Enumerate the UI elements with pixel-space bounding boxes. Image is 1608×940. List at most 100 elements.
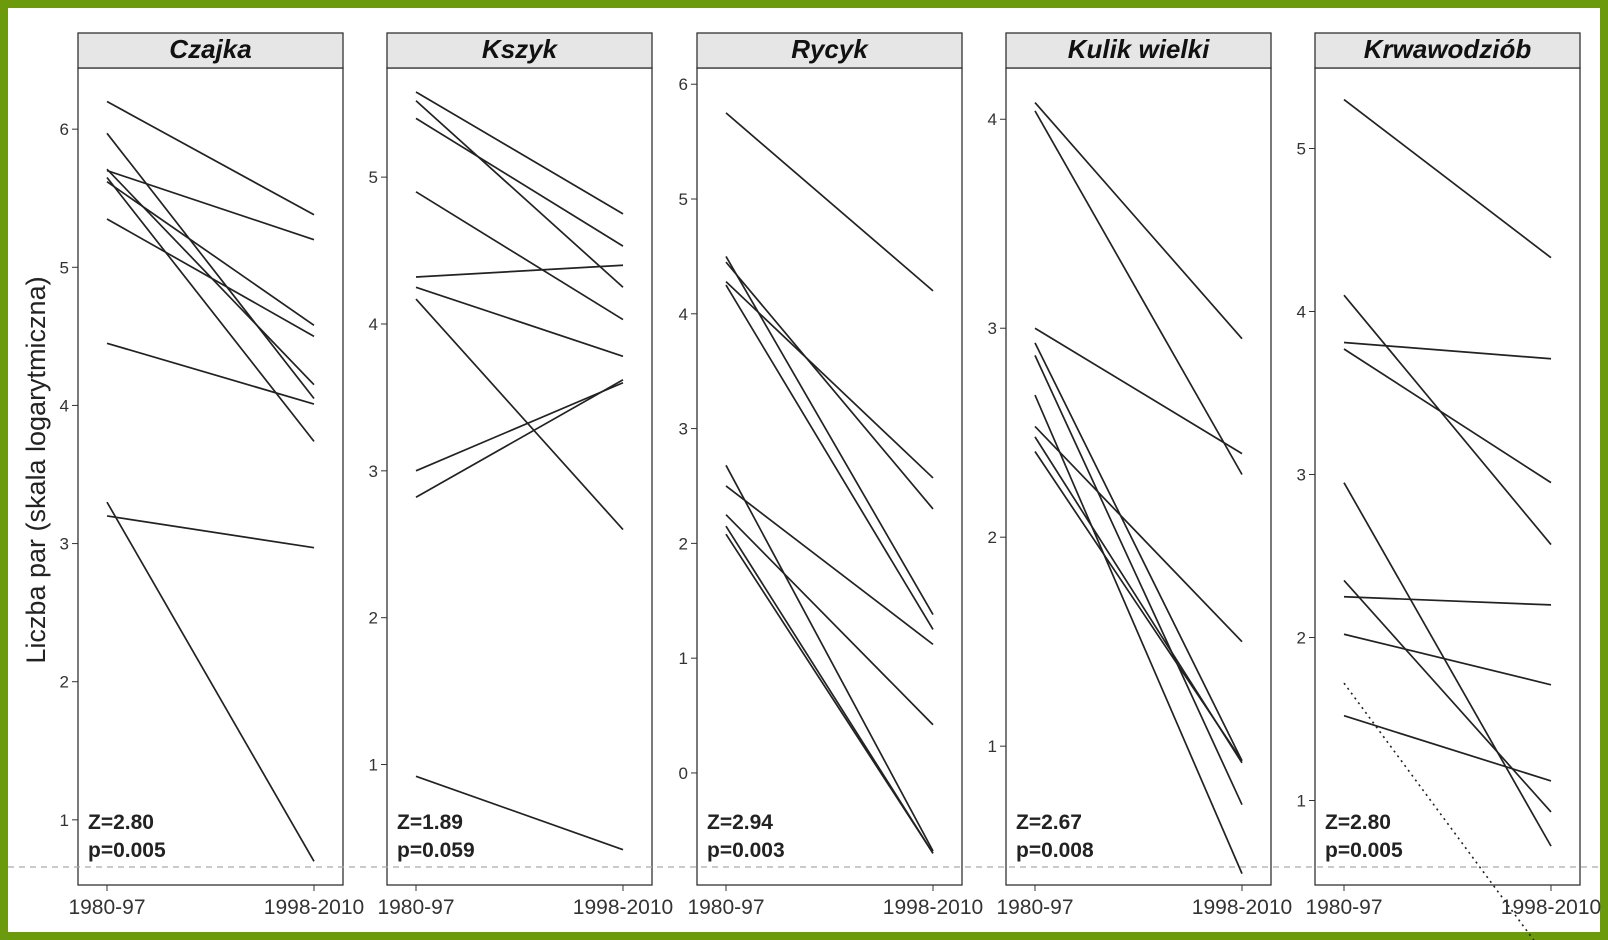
series-line-4 — [1343, 482, 1552, 847]
series-line-7 — [415, 381, 624, 472]
panel-strip — [386, 32, 653, 69]
x-tick-label: 1980-97 — [996, 896, 1073, 919]
series-line-3 — [1034, 342, 1243, 762]
y-tick-label: 3 — [60, 535, 69, 554]
x-tick-label: 1980-97 — [68, 896, 145, 919]
y-tick-label: 1 — [988, 737, 997, 756]
x-tick-label: 1998-2010 — [1501, 896, 1601, 919]
series-line-3 — [415, 191, 624, 321]
x-tick-label: 1998-2010 — [883, 896, 983, 919]
x-tick-label: 1980-97 — [1305, 896, 1382, 919]
y-tick-label: 2 — [988, 528, 997, 547]
y-tick-label: 3 — [1297, 466, 1306, 485]
series-line-6 — [725, 485, 934, 646]
x-tick-label: 1980-97 — [687, 896, 764, 919]
panel-1: Kszyk 1 2 3 4 5 1980-97 1998-2010 Z=1.89 p=0.059 — [369, 32, 673, 919]
y-tick-label: 5 — [1297, 140, 1306, 159]
y-tick-label: 4 — [679, 305, 688, 324]
series-line-0 — [1034, 101, 1243, 340]
panel-title: Krwawodziób — [1364, 34, 1532, 64]
panel-frame — [386, 67, 653, 886]
y-tick-label: 1 — [1297, 792, 1306, 811]
stat-z: Z=2.94 — [707, 811, 773, 834]
series-line-2 — [415, 117, 624, 247]
stat-z: Z=2.67 — [1016, 811, 1082, 834]
y-tick-label: 5 — [679, 190, 688, 209]
series-line-0 — [1343, 98, 1552, 259]
series-line-1 — [725, 255, 934, 615]
y-tick-label: 4 — [369, 315, 378, 334]
stat-p: p=0.008 — [1016, 839, 1094, 862]
stat-p: p=0.059 — [397, 839, 475, 862]
series-line-9 — [1343, 682, 1535, 940]
series-line-7 — [106, 342, 315, 405]
y-tick-label: 3 — [988, 319, 997, 338]
panel-2: Rycyk 0 1 2 3 4 5 6 1980-97 1998-2010 Z=2.94 p=0.00… — [679, 32, 983, 919]
panel-strip — [696, 32, 963, 69]
series-line-4 — [1034, 355, 1243, 806]
series-line-0 — [415, 91, 624, 215]
series-line-9 — [415, 775, 624, 851]
panel-title: Kszyk — [482, 34, 559, 64]
panel-title: Czajka — [169, 34, 251, 64]
panel-frame — [77, 67, 344, 886]
x-tick-label: 1980-97 — [377, 896, 454, 919]
series-line-8 — [106, 501, 315, 862]
x-tick-label: 1998-2010 — [573, 896, 673, 919]
series-line-5 — [106, 180, 315, 327]
y-tick-label: 1 — [679, 649, 688, 668]
stat-p: p=0.005 — [1325, 839, 1403, 862]
series-line-5 — [725, 464, 934, 852]
series-line-2 — [1343, 341, 1552, 360]
series-line-2 — [725, 261, 934, 510]
series-line-8 — [1343, 714, 1552, 782]
series-line-3 — [1343, 348, 1552, 484]
series-line-4 — [106, 176, 315, 442]
stat-p: p=0.005 — [88, 839, 166, 862]
y-tick-label: 6 — [60, 120, 69, 139]
y-tick-label: 3 — [679, 420, 688, 439]
series-line-8 — [415, 379, 624, 499]
panel-frame — [1005, 67, 1272, 886]
series-line-2 — [1034, 327, 1243, 455]
series-line-6 — [106, 218, 315, 338]
series-line-0 — [106, 100, 315, 216]
panel-strip — [77, 32, 344, 69]
y-tick-label: 4 — [988, 110, 997, 129]
series-line-9 — [106, 515, 315, 549]
y-tick-label: 1 — [60, 811, 69, 830]
y-tick-label: 2 — [1297, 629, 1306, 648]
stat-z: Z=1.89 — [397, 811, 463, 834]
series-line-8 — [1034, 451, 1243, 762]
series-line-0 — [725, 112, 934, 292]
panel-frame — [696, 67, 963, 886]
y-tick-label: 5 — [369, 168, 378, 187]
panel-0: Czajka 1 2 3 4 5 6 1980-97 1998-2010 Z=2.80 p=0.00… — [60, 32, 364, 919]
y-tick-label: 2 — [60, 673, 69, 692]
series-line-7 — [725, 514, 934, 726]
stat-z: Z=2.80 — [88, 811, 154, 834]
series-line-9 — [725, 533, 934, 854]
series-line-1 — [106, 132, 315, 400]
series-line-6 — [1034, 425, 1243, 643]
series-line-5 — [415, 286, 624, 358]
panel-3: Kulik wielki 1 2 3 4 1980-97 1998-2010 Z=2.67 p=… — [988, 32, 1292, 919]
y-tick-label: 5 — [60, 258, 69, 277]
panel-4: Krwawodziób 1 2 3 4 5 1980-97 1998-2010 Z=2.80 p=… — [1297, 32, 1601, 940]
series-line-1 — [415, 100, 624, 288]
x-tick-label: 1998-2010 — [1192, 896, 1292, 919]
y-tick-label: 2 — [369, 609, 378, 628]
y-tick-label: 6 — [679, 75, 688, 94]
series-line-4 — [415, 264, 624, 278]
panel-title: Rycyk — [791, 34, 869, 64]
series-line-5 — [1343, 579, 1552, 813]
series-line-1 — [1343, 294, 1552, 546]
series-line-6 — [415, 298, 624, 531]
y-tick-label: 4 — [60, 396, 69, 415]
series-line-7 — [1343, 633, 1552, 686]
series-line-3 — [106, 169, 315, 241]
x-tick-label: 1998-2010 — [264, 896, 364, 919]
series-line-3 — [725, 281, 934, 479]
series-line-1 — [1034, 110, 1243, 475]
